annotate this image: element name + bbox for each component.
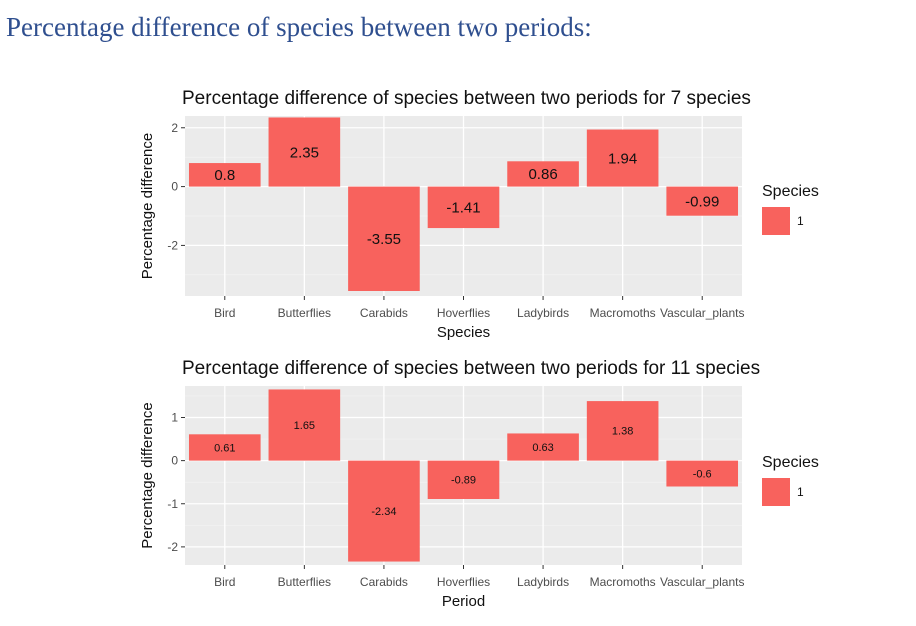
- chart2-x-tick-label: Vascular_plants: [660, 575, 745, 589]
- chart2-data-label: -2.34: [371, 506, 396, 518]
- chart2-x-tick-label: Butterflies: [278, 575, 331, 589]
- chart1-x-tick-label: Hoverflies: [437, 306, 490, 320]
- chart1-x-tick-label: Bird: [214, 306, 235, 320]
- chart2-data-label: 0.61: [214, 442, 235, 454]
- chart1-legend-key: [762, 207, 790, 235]
- chart1-data-label: 2.35: [290, 144, 319, 161]
- chart2-bar-vascular_plants: [666, 460, 739, 487]
- chart2-data-label: 1.38: [612, 426, 633, 438]
- chart2-data-label: 1.65: [294, 420, 315, 432]
- chart2-x-tick-label: Carabids: [360, 575, 408, 589]
- chart2-y-axis-label: Percentage difference: [139, 402, 156, 549]
- chart1-data-label: -1.41: [446, 200, 480, 217]
- chart1-bar-ladybirds: [507, 161, 579, 187]
- chart2-title: Percentage difference of species between…: [182, 358, 760, 379]
- chart1-title-background: [125, 76, 802, 116]
- chart1-bar-bird: [188, 163, 261, 187]
- chart1-data-label: -0.99: [685, 193, 719, 210]
- chart2-title-background: [125, 346, 802, 386]
- chart1-bar-vascular_plants: [666, 186, 739, 216]
- chart1-y-tick-label: -2: [167, 238, 178, 252]
- chart1-bar-macromoths: [586, 129, 659, 187]
- chart2-x-tick-label: Ladybirds: [517, 575, 569, 589]
- chart1-y-axis-label: Percentage difference: [139, 133, 156, 280]
- chart2-data-label: -0.6: [693, 468, 712, 480]
- chart1-data-label: 0.8: [214, 167, 235, 184]
- page-heading: Percentage difference of species between…: [6, 12, 592, 42]
- chart1-data-label: -3.55: [367, 231, 401, 248]
- chart2-bar-ladybirds: [507, 433, 579, 461]
- chart1-data-label: 1.94: [608, 150, 637, 167]
- chart2-bar-carabids: [348, 460, 420, 562]
- chart2-y-tick-label: -2: [167, 540, 178, 554]
- chart1-data-label: 0.86: [528, 166, 557, 183]
- chart1-x-tick-label: Carabids: [360, 306, 408, 320]
- chart2-y-tick-label: 1: [171, 410, 178, 424]
- chart2-y-tick-label: 0: [171, 454, 178, 468]
- chart2-data-label: 0.63: [532, 442, 553, 454]
- chart2-legend-key: [762, 478, 790, 506]
- chart1-x-tick-label: Butterflies: [278, 306, 331, 320]
- chart2-bar-bird: [188, 434, 261, 461]
- chart1-legend-label: 1: [797, 214, 804, 228]
- chart2-bar-macromoths: [586, 401, 659, 461]
- chart2-legend-title: Species: [762, 454, 819, 471]
- chart1-y-tick-label: 0: [171, 180, 178, 194]
- chart2-data-label: -0.89: [451, 475, 476, 487]
- chart1-x-axis-label: Species: [437, 324, 490, 341]
- chart2-bar-butterflies: [268, 389, 341, 461]
- chart2-y-tick-label: -1: [167, 497, 178, 511]
- chart2-bar-hoverflies: [427, 460, 500, 500]
- chart1-legend-title: Species: [762, 183, 819, 200]
- chart2-x-tick-label: Bird: [214, 575, 235, 589]
- chart1-x-tick-label: Vascular_plants: [660, 306, 745, 320]
- chart1-x-tick-label: Ladybirds: [517, 306, 569, 320]
- chart1-bar-hoverflies: [427, 186, 500, 229]
- chart1-x-tick-label: Macromoths: [590, 306, 656, 320]
- chart2-x-tick-label: Macromoths: [590, 575, 656, 589]
- chart1-y-tick-label: 2: [171, 121, 178, 135]
- chart1-title: Percentage difference of species between…: [182, 88, 751, 109]
- chart2-legend-label: 1: [797, 485, 804, 499]
- chart2-x-axis-label: Period: [442, 593, 485, 610]
- chart2-x-tick-label: Hoverflies: [437, 575, 490, 589]
- chart1-bar-carabids: [348, 186, 420, 291]
- chart1-bar-butterflies: [268, 117, 341, 187]
